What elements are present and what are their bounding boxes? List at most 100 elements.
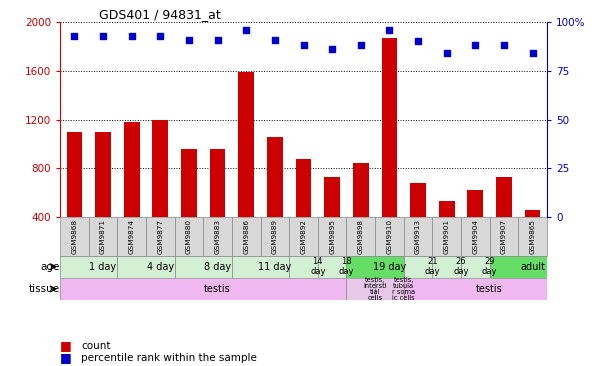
- Bar: [89, 217, 117, 255]
- Text: count: count: [81, 341, 111, 351]
- Bar: [289, 217, 318, 255]
- Bar: [404, 217, 432, 255]
- Text: GSM9877: GSM9877: [157, 219, 163, 254]
- Bar: [432, 255, 461, 278]
- Text: GSM9898: GSM9898: [358, 219, 364, 254]
- Bar: [375, 217, 404, 255]
- Bar: [404, 278, 547, 300]
- Text: GSM9871: GSM9871: [100, 219, 106, 254]
- Text: GSM9886: GSM9886: [243, 219, 249, 254]
- Bar: [318, 217, 346, 255]
- Bar: [468, 190, 483, 266]
- Bar: [490, 217, 518, 255]
- Bar: [346, 278, 375, 300]
- Text: GDS401 / 94831_at: GDS401 / 94831_at: [99, 8, 221, 21]
- Bar: [232, 217, 261, 255]
- Bar: [346, 255, 404, 278]
- Text: 26
day: 26 day: [453, 257, 469, 276]
- Point: [98, 33, 108, 38]
- Point: [127, 33, 136, 38]
- Bar: [117, 255, 175, 278]
- Text: 8 day: 8 day: [204, 262, 231, 272]
- Text: GSM9907: GSM9907: [501, 219, 507, 254]
- Text: 18
day: 18 day: [339, 257, 354, 276]
- Point: [184, 37, 194, 42]
- Point: [413, 38, 423, 44]
- Text: percentile rank within the sample: percentile rank within the sample: [81, 353, 257, 363]
- Text: GSM9880: GSM9880: [186, 219, 192, 254]
- Point: [242, 27, 251, 33]
- Bar: [353, 164, 368, 266]
- Text: 29
day: 29 day: [482, 257, 498, 276]
- Point: [471, 42, 480, 48]
- Point: [213, 37, 222, 42]
- Bar: [518, 217, 547, 255]
- Bar: [239, 72, 254, 266]
- Bar: [496, 177, 512, 266]
- Bar: [60, 217, 89, 255]
- Text: testis,
tubula
r soma
ic cells: testis, tubula r soma ic cells: [392, 277, 415, 301]
- Bar: [95, 132, 111, 266]
- Bar: [490, 255, 547, 278]
- Text: testis,
intersti
tial
cells: testis, intersti tial cells: [363, 277, 387, 301]
- Text: ■: ■: [60, 339, 72, 352]
- Bar: [432, 217, 461, 255]
- Bar: [232, 255, 289, 278]
- Text: 4 day: 4 day: [147, 262, 174, 272]
- Point: [385, 27, 394, 33]
- Bar: [267, 137, 282, 266]
- Point: [70, 33, 79, 38]
- Bar: [261, 217, 289, 255]
- Bar: [175, 255, 232, 278]
- Bar: [375, 278, 404, 300]
- Text: testis: testis: [476, 284, 503, 294]
- Bar: [461, 217, 490, 255]
- Bar: [124, 122, 139, 266]
- Text: age: age: [41, 262, 60, 272]
- Text: GSM9883: GSM9883: [215, 219, 221, 254]
- Text: 1 day: 1 day: [90, 262, 117, 272]
- Text: GSM9904: GSM9904: [472, 219, 478, 254]
- Text: 14
day: 14 day: [310, 257, 326, 276]
- Bar: [461, 255, 490, 278]
- Text: GSM9892: GSM9892: [300, 219, 307, 254]
- Bar: [60, 278, 346, 300]
- Bar: [210, 149, 225, 266]
- Point: [442, 50, 451, 56]
- Bar: [117, 217, 146, 255]
- Bar: [289, 255, 318, 278]
- Point: [270, 37, 279, 42]
- Bar: [60, 255, 117, 278]
- Point: [528, 50, 537, 56]
- Bar: [318, 255, 346, 278]
- Bar: [67, 132, 82, 266]
- Bar: [146, 217, 175, 255]
- Bar: [410, 183, 426, 266]
- Point: [299, 42, 308, 48]
- Text: GSM9910: GSM9910: [386, 219, 392, 254]
- Text: GSM9865: GSM9865: [529, 219, 535, 254]
- Text: adult: adult: [520, 262, 545, 272]
- Text: GSM9868: GSM9868: [72, 219, 78, 254]
- Bar: [404, 255, 432, 278]
- Text: GSM9874: GSM9874: [129, 219, 135, 254]
- Bar: [181, 149, 197, 266]
- Text: 21
day: 21 day: [425, 257, 440, 276]
- Bar: [296, 158, 311, 266]
- Bar: [346, 217, 375, 255]
- Bar: [325, 177, 340, 266]
- Bar: [439, 201, 454, 266]
- Text: 11 day: 11 day: [258, 262, 291, 272]
- Bar: [525, 210, 540, 266]
- Point: [156, 33, 165, 38]
- Text: GSM9895: GSM9895: [329, 219, 335, 254]
- Text: testis: testis: [204, 284, 231, 294]
- Text: tissue: tissue: [29, 284, 60, 294]
- Text: ■: ■: [60, 351, 72, 365]
- Point: [356, 42, 365, 48]
- Text: GSM9889: GSM9889: [272, 219, 278, 254]
- Bar: [382, 38, 397, 266]
- Text: GSM9913: GSM9913: [415, 219, 421, 254]
- Text: 19 day: 19 day: [373, 262, 406, 272]
- Point: [499, 42, 509, 48]
